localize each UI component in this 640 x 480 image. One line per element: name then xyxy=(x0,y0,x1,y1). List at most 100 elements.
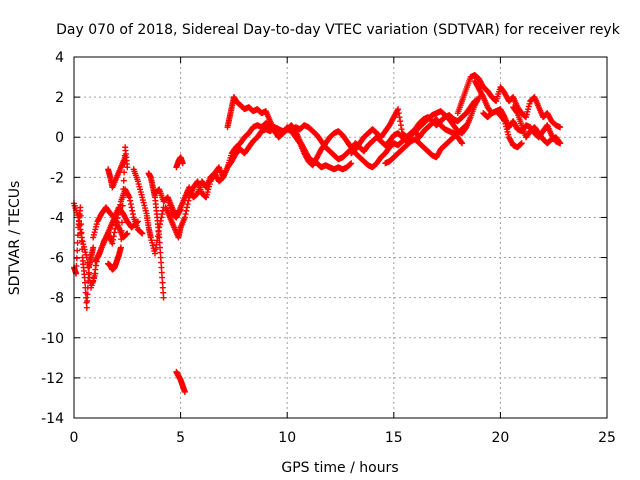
x-tick-label: 25 xyxy=(598,430,616,446)
data-point xyxy=(181,214,188,221)
data-point xyxy=(83,304,90,311)
data-point xyxy=(156,239,163,246)
data-point xyxy=(159,211,166,218)
data-point xyxy=(397,122,404,129)
data-point xyxy=(556,139,563,146)
data-point xyxy=(463,122,470,129)
data-point xyxy=(156,234,163,241)
data-point xyxy=(126,194,133,201)
y-tick-label: 0 xyxy=(55,130,64,146)
y-tick-label: -4 xyxy=(50,210,64,226)
data-point xyxy=(115,211,122,218)
data-point xyxy=(113,218,120,225)
data-point xyxy=(77,226,84,233)
data-point xyxy=(459,140,466,147)
data-point xyxy=(518,140,525,147)
data-point xyxy=(129,211,136,218)
data-point xyxy=(122,154,129,161)
data-point xyxy=(85,264,92,271)
data-point xyxy=(395,110,402,117)
y-axis-label: SDTVAR / TECUs xyxy=(7,181,23,296)
data-point xyxy=(83,294,90,301)
data-point xyxy=(159,274,166,281)
data-point xyxy=(129,207,136,214)
y-tick-label: 4 xyxy=(55,50,64,66)
data-point xyxy=(78,230,85,237)
data-point xyxy=(158,269,165,276)
data-point xyxy=(139,230,146,237)
data-point xyxy=(74,247,81,254)
data-point xyxy=(397,118,404,125)
data-point xyxy=(112,225,119,232)
data-point xyxy=(398,126,405,133)
data-point xyxy=(74,232,81,239)
data-point xyxy=(121,169,128,176)
y-tick-label: -10 xyxy=(41,331,64,347)
data-point xyxy=(118,236,125,243)
data-point xyxy=(92,270,99,277)
data-point xyxy=(158,259,165,266)
data-point xyxy=(458,139,465,146)
data-point xyxy=(158,264,165,271)
data-point xyxy=(112,222,119,229)
x-tick-label: 5 xyxy=(176,430,185,446)
data-point xyxy=(159,284,166,291)
data-point xyxy=(184,201,191,208)
data-point xyxy=(84,291,91,298)
data-point xyxy=(84,298,91,305)
data-point xyxy=(395,106,402,113)
data-point xyxy=(75,218,82,225)
data-point xyxy=(152,246,159,253)
y-tick-label: -2 xyxy=(50,170,64,186)
data-point xyxy=(396,114,403,121)
data-point xyxy=(182,211,189,218)
data-point xyxy=(124,164,131,171)
data-point xyxy=(110,233,117,240)
data-point xyxy=(557,124,564,131)
data-point xyxy=(90,244,97,251)
data-point xyxy=(85,269,92,276)
data-point xyxy=(179,160,186,167)
data-point xyxy=(500,117,507,124)
data-point xyxy=(157,249,164,256)
data-point xyxy=(177,206,184,213)
data-point xyxy=(118,227,125,234)
data-point xyxy=(153,241,160,248)
data-point xyxy=(117,201,124,208)
data-point xyxy=(116,205,123,212)
data-point xyxy=(157,254,164,261)
data-point xyxy=(183,207,190,214)
data-point xyxy=(557,140,564,147)
data-point xyxy=(183,204,190,211)
x-axis-label: GPS time / hours xyxy=(281,460,398,476)
data-point xyxy=(76,222,83,229)
data-point xyxy=(127,201,134,208)
data-point xyxy=(160,294,167,301)
x-tick-label: 20 xyxy=(491,430,509,446)
data-point xyxy=(185,197,192,204)
data-point xyxy=(84,259,91,266)
data-point xyxy=(152,250,159,257)
data-point xyxy=(115,208,122,215)
data-point xyxy=(109,240,116,247)
data-point xyxy=(118,219,125,226)
data-point xyxy=(82,279,89,286)
data-point xyxy=(127,197,134,204)
data-point xyxy=(110,236,117,243)
y-tick-label: -6 xyxy=(50,251,64,267)
data-point xyxy=(160,289,167,296)
chart-title: Day 070 of 2018, Sidereal Day-to-day VTE… xyxy=(56,22,621,38)
x-tick-label: 10 xyxy=(278,430,296,446)
data-point xyxy=(83,254,90,261)
y-tick-label: -14 xyxy=(41,411,64,427)
data-points xyxy=(71,72,564,395)
data-point xyxy=(159,279,166,286)
x-tick-label: 0 xyxy=(70,430,79,446)
data-point xyxy=(156,244,163,251)
y-tick-label: 2 xyxy=(55,90,64,106)
data-point xyxy=(74,239,81,246)
data-point xyxy=(93,262,100,269)
data-point xyxy=(78,234,85,241)
